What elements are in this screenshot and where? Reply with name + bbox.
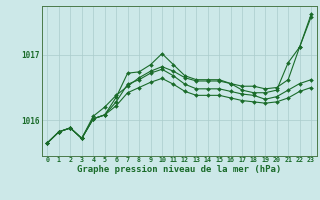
X-axis label: Graphe pression niveau de la mer (hPa): Graphe pression niveau de la mer (hPa)	[77, 165, 281, 174]
